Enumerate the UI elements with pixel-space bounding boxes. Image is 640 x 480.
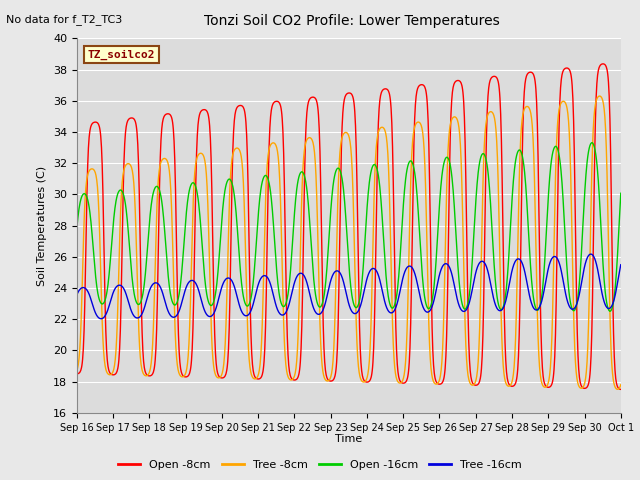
Tree -8cm [325,378,333,384]
Line: Tree -16cm: Tree -16cm [77,254,621,319]
Open -16cm [383,277,390,283]
Tree -8cm [115,265,123,271]
Open -8cm [304,103,312,109]
Text: No data for f_T2_TC3: No data for f_T2_TC3 [6,14,123,25]
Tree -8cm [617,382,625,387]
Tree -16cm [587,251,595,257]
Tree -16cm [304,284,312,289]
Tree -8cm [315,280,323,286]
Tree -16cm [617,262,625,268]
Tree -8cm [383,134,390,140]
Legend: Open -8cm, Tree -8cm, Open -16cm, Tree -16cm: Open -8cm, Tree -8cm, Open -16cm, Tree -… [113,456,527,474]
Tree -16cm [325,285,333,290]
Open -16cm [588,140,596,145]
X-axis label: Time: Time [335,434,362,444]
Tree -8cm [137,361,145,367]
Line: Tree -8cm: Tree -8cm [77,96,621,389]
Open -8cm [325,377,333,383]
Tree -16cm [97,316,105,322]
Open -8cm [617,386,625,392]
Tree -16cm [115,282,123,288]
Tree -16cm [138,312,145,318]
Open -8cm [137,286,145,291]
Text: TZ_soilco2: TZ_soilco2 [88,49,155,60]
Open -8cm [383,86,390,92]
Open -16cm [606,308,614,314]
Text: Tonzi Soil CO2 Profile: Lower Temperatures: Tonzi Soil CO2 Profile: Lower Temperatur… [204,14,500,28]
Tree -8cm [614,386,621,392]
Open -8cm [115,357,123,362]
Open -16cm [617,191,625,196]
Tree -8cm [304,136,312,142]
Y-axis label: Soil Temperatures (C): Soil Temperatures (C) [37,166,47,286]
Open -8cm [599,61,607,67]
Tree -8cm [596,93,604,99]
Tree -16cm [316,312,323,317]
Tree -16cm [383,305,390,311]
Line: Open -8cm: Open -8cm [77,64,621,389]
Line: Open -16cm: Open -16cm [77,143,621,311]
Open -8cm [73,371,81,377]
Open -8cm [315,119,323,124]
Tree -16cm [73,292,81,298]
Open -16cm [315,304,323,310]
Open -16cm [115,188,123,194]
Open -16cm [325,240,333,245]
Open -16cm [73,226,81,231]
Open -16cm [304,193,312,199]
Tree -8cm [73,368,81,373]
Open -16cm [137,299,145,304]
